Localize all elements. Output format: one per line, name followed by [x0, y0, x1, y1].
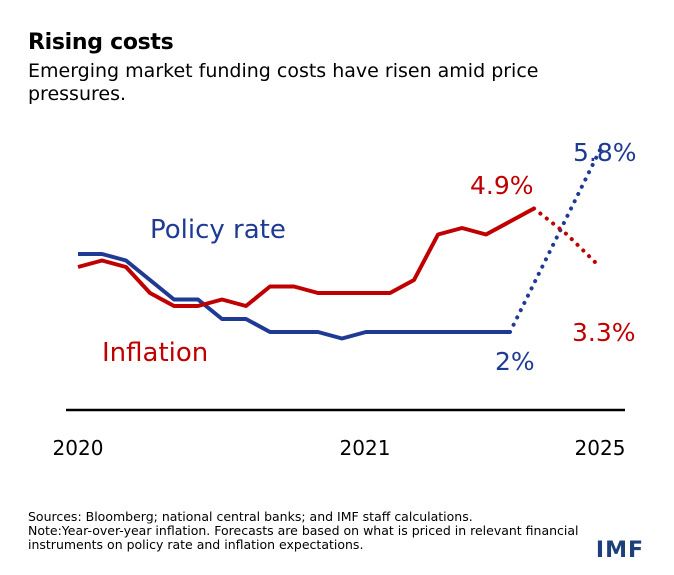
chart-title: Rising costs	[28, 30, 174, 55]
policy-rate-forecast-line	[508, 148, 602, 334]
x-tick-2020: 2020	[53, 436, 104, 460]
x-tick-2025: 2025	[575, 436, 626, 460]
chart-subtitle: Emerging market funding costs have risen…	[28, 60, 539, 105]
policy-rate-actual-line	[78, 252, 510, 341]
inflation-end-label: 4.9%	[470, 171, 534, 200]
x-tick-2021: 2021	[340, 436, 391, 460]
methodology-note: Note:Year-over-year inflation. Forecasts…	[28, 523, 579, 552]
line-chart: Policy rate Inflation 4.9% 5.8% 3.3% 2% …	[53, 138, 637, 460]
chart-footnotes: Sources: Bloomberg; national central ban…	[28, 510, 588, 552]
policy-rate-forecast-label: 5.8%	[573, 138, 637, 167]
policy-rate-end-label: 2%	[495, 347, 535, 376]
policy-rate-series-label: Policy rate	[150, 215, 286, 245]
sources-note: Sources: Bloomberg; national central ban…	[28, 509, 473, 524]
inflation-forecast-label: 3.3%	[572, 318, 636, 347]
inflation-series-label: Inflation	[102, 338, 208, 368]
inflation-actual-line	[77, 206, 535, 308]
imf-logo: IMF	[595, 538, 644, 563]
series-layer	[77, 148, 602, 341]
inflation-forecast-line	[532, 206, 602, 269]
